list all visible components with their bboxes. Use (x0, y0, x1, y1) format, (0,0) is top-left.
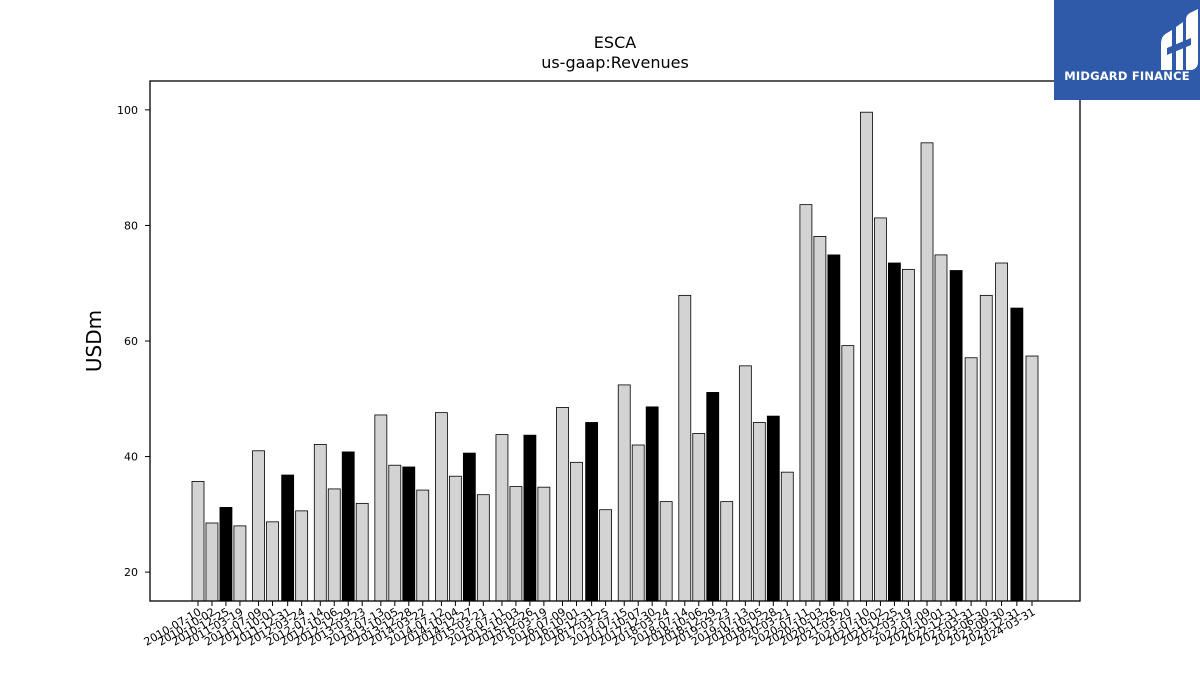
bar-2022-10-01 (934, 254, 948, 602)
bar-2024-03-31 (1025, 355, 1039, 602)
x-axis: 2010-07-102010-10-022010-12-252011-03-19… (142, 601, 1038, 649)
y-axis: 20 40 60 80 100 (117, 104, 150, 579)
bar-2022-12-31 (949, 270, 963, 602)
bar-2013-07-13 (374, 414, 388, 602)
bar-2020-10-03 (813, 236, 827, 602)
bar-2017-12-30 (645, 406, 659, 602)
bar-2023-09-30 (995, 262, 1008, 602)
y-tick-label: 40 (124, 451, 138, 464)
bar-2012-10-06 (327, 488, 341, 602)
y-axis-label: USDm (82, 310, 106, 372)
bar-2014-10-04 (448, 475, 462, 602)
y-tick-label: 60 (124, 335, 138, 348)
bar-2020-07-11 (799, 204, 813, 602)
bar-2016-03-19 (537, 486, 551, 602)
bar-2022-03-19 (901, 268, 915, 602)
bar-2015-12-26 (523, 434, 537, 602)
bar-2016-12-31 (585, 422, 599, 602)
bar-2019-07-13 (738, 365, 752, 602)
bar-2013-03-23 (355, 502, 369, 602)
bar-2014-03-22 (416, 489, 430, 602)
bar-2011-10-01 (266, 521, 279, 602)
bar-2014-07-12 (434, 412, 448, 602)
bar-2011-07-09 (252, 450, 265, 602)
bar-2012-07-14 (313, 444, 327, 602)
bar-2010-10-02 (205, 522, 219, 602)
bar-2016-10-01 (570, 461, 583, 602)
brand-logo: MIDGARD FINANCE (1054, 0, 1200, 100)
bars-group (191, 111, 1039, 602)
chart-title: ESCA (594, 33, 636, 52)
plot-frame (149, 80, 1081, 602)
bar-2023-06-30 (979, 294, 993, 602)
bar-2016-07-09 (556, 407, 569, 602)
bar-2013-12-28 (402, 466, 416, 602)
bar-2015-10-03 (509, 486, 523, 602)
bar-2010-12-25 (219, 506, 233, 602)
y-tick-label: 20 (124, 566, 138, 579)
y-tick-label: 80 (124, 219, 138, 232)
y-tick-label: 100 (117, 104, 138, 117)
bar-2018-12-29 (706, 392, 720, 602)
bar-2013-10-05 (388, 464, 402, 602)
bar-2020-03-21 (780, 471, 794, 602)
bar-2021-07-10 (860, 111, 873, 602)
midgard-logo-icon (1161, 9, 1198, 70)
bar-2022-07-09 (920, 142, 934, 602)
bar-2017-07-15 (617, 384, 631, 602)
bar-2018-10-06 (692, 433, 706, 602)
logo-text: MIDGARD FINANCE (1064, 69, 1190, 83)
bar-2017-10-07 (631, 444, 645, 602)
bar-2023-03-31 (964, 357, 978, 602)
bar-2019-03-23 (720, 501, 734, 602)
bar-2011-03-19 (233, 525, 247, 602)
bar-2017-03-25 (599, 509, 612, 602)
bar-2018-07-14 (678, 294, 692, 602)
bar-2019-10-05 (752, 422, 766, 602)
bar-2023-12-31 (1010, 307, 1024, 602)
bar-2020-12-26 (827, 254, 841, 602)
bar-2015-03-21 (476, 494, 490, 602)
bar-2012-12-29 (341, 451, 355, 602)
bar-2019-12-28 (766, 415, 780, 602)
bar-2021-12-25 (888, 262, 901, 602)
bar-2012-03-24 (295, 510, 309, 602)
chart-subtitle: us-gaap:Revenues (541, 53, 689, 72)
bar-2015-07-11 (495, 434, 509, 602)
bar-2010-07-10 (191, 480, 205, 602)
bar-2014-12-27 (462, 452, 476, 602)
bar-2021-03-20 (841, 345, 855, 602)
bar-2018-03-24 (659, 501, 673, 602)
bar-2021-10-02 (874, 217, 887, 602)
bar-2011-12-31 (281, 474, 295, 602)
